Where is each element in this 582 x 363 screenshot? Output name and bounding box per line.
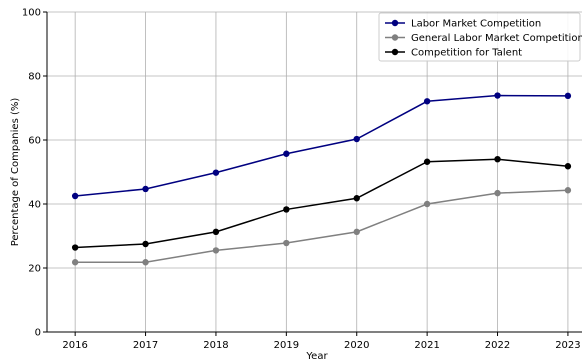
legend-marker (391, 48, 399, 56)
x-tick-label: 2017 (133, 340, 158, 351)
data-point (212, 247, 220, 254)
data-point (494, 156, 501, 163)
x-axis-label: Year (305, 351, 328, 362)
y-tick-label: 40 (28, 200, 41, 211)
y-tick-label: 0 (35, 328, 41, 339)
x-tick-label: 2023 (555, 340, 580, 351)
data-point (494, 189, 501, 197)
series-line (75, 94, 568, 197)
data-point (142, 259, 149, 266)
legend-box (378, 12, 581, 62)
data-point (71, 192, 79, 200)
data-point (283, 206, 290, 213)
x-tick-label: 2021 (414, 340, 439, 351)
data-point (283, 239, 290, 247)
series-1 (71, 92, 572, 200)
y-axis-label: Percentage of Companies (%) (10, 98, 21, 247)
y-tick-label: 20 (28, 264, 41, 275)
data-point (283, 150, 290, 157)
grid (47, 11, 582, 333)
data-point (423, 158, 431, 165)
x-tick-label: 2022 (485, 340, 510, 351)
data-point (142, 185, 149, 193)
legend-item: General Labor Market Competition (385, 33, 582, 44)
data-point (564, 163, 572, 170)
data-point (423, 200, 431, 208)
x-tick-label: 2018 (203, 340, 228, 351)
data-point (423, 98, 431, 105)
y-tick-label: 60 (28, 136, 41, 147)
data-point (564, 187, 572, 194)
legend-label: Labor Market Competition (411, 19, 541, 30)
series-line (75, 158, 568, 249)
y-ticks: 0 20 40 60 80 100 (22, 8, 47, 339)
x-tick-label: 2016 (62, 340, 87, 351)
x-tick-label: 2020 (344, 340, 369, 351)
y-tick-label: 80 (28, 72, 41, 83)
series-layer (71, 92, 572, 266)
data-point (353, 228, 360, 236)
legend-item: Labor Market Competition (385, 19, 541, 30)
data-point (71, 244, 79, 251)
legend-item: Competition for Talent (385, 48, 522, 59)
data-point (353, 195, 360, 202)
series-3 (71, 156, 572, 251)
legend: Labor Market Competition General Labor Ma… (378, 12, 582, 62)
axes (46, 12, 582, 333)
data-point (212, 228, 220, 236)
data-point (353, 135, 360, 143)
legend-marker (391, 19, 399, 27)
y-tick-label: 100 (22, 8, 41, 19)
legend-label: Competition for Talent (411, 48, 522, 59)
legend-label: General Labor Market Competition (411, 33, 582, 44)
series-2 (71, 187, 572, 266)
x-tick-label: 2019 (274, 340, 299, 351)
data-point (564, 92, 572, 100)
series-line (75, 189, 568, 263)
data-point (71, 259, 79, 266)
data-point (494, 92, 501, 99)
data-point (142, 240, 149, 248)
data-point (212, 169, 220, 176)
legend-marker (391, 34, 399, 41)
x-ticks: 2016 2017 2018 2019 2020 2021 2022 2023 (62, 332, 581, 351)
